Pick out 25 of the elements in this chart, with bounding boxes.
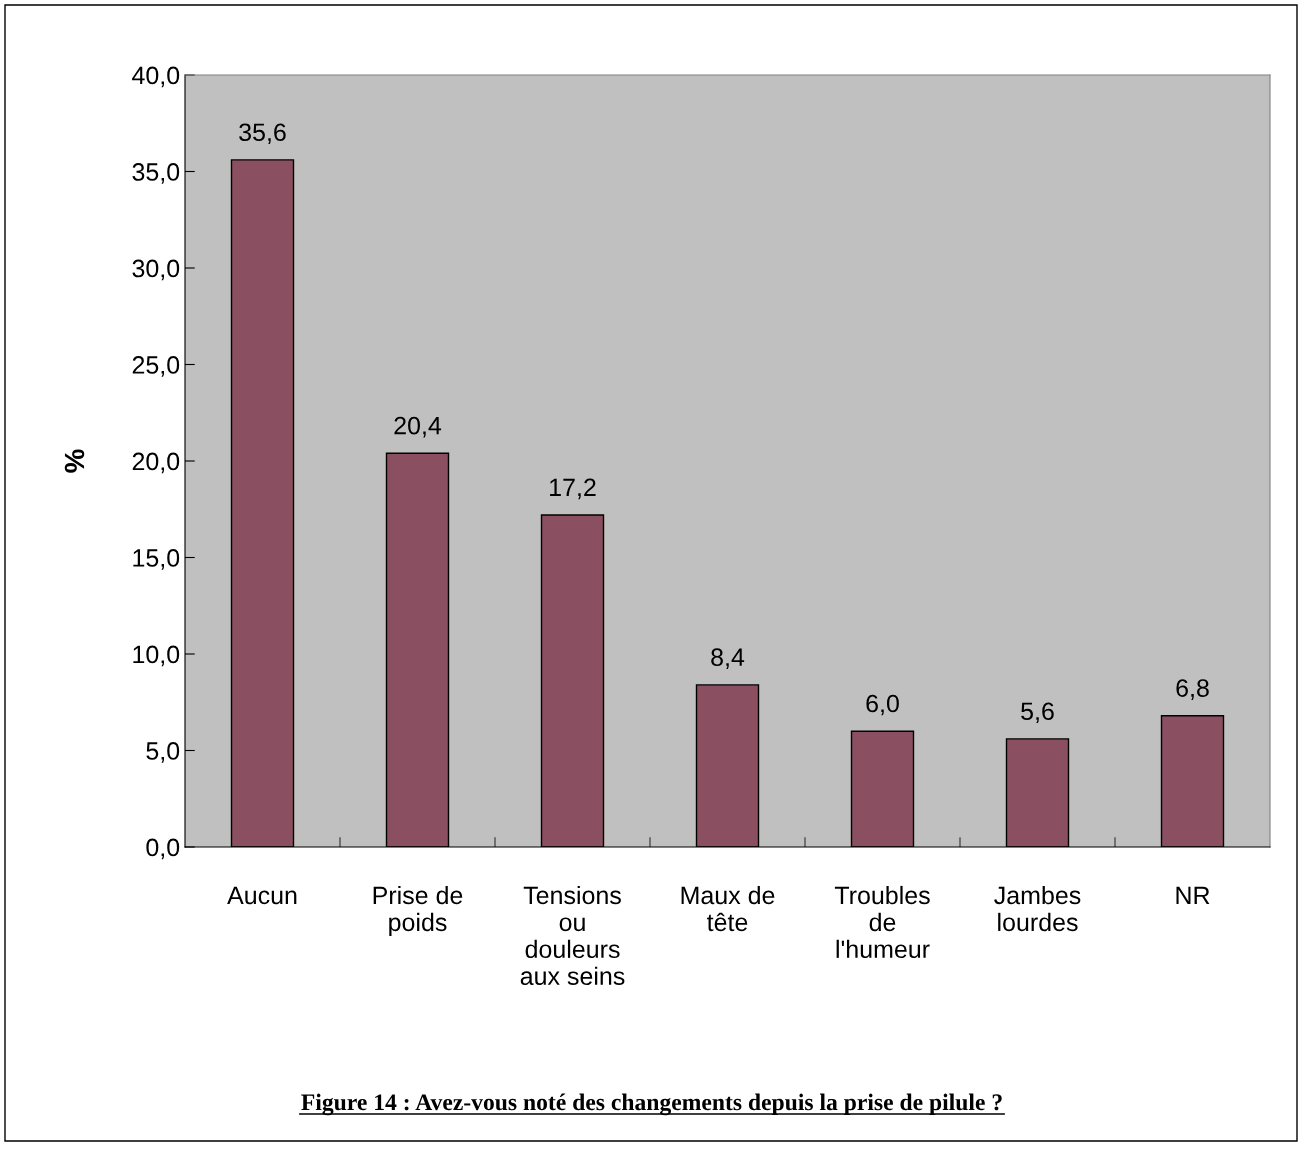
data-label: 6,8 [1176, 679, 1209, 700]
y-tick-label: 25,0 [132, 356, 180, 377]
y-tick-label: 10,0 [133, 645, 180, 667]
x-tick-label: Maux de tête [681, 885, 775, 932]
x-tick-label: Prise de poids [373, 885, 463, 937]
data-label: 5,6 [1021, 702, 1054, 724]
data-label: 6,0 [866, 694, 899, 716]
y-tick-label: 30,0 [132, 259, 180, 281]
y-tick-label: 35,0 [132, 163, 180, 184]
data-label: 20,4 [394, 416, 442, 438]
y-tick-label: 15,0 [133, 549, 180, 570]
x-tick-label: Jambes lourdes [994, 885, 1081, 932]
y-tick-label: 40,0 [132, 66, 180, 88]
x-tick-label: Tensions ou douleurs aux seins [520, 885, 625, 986]
data-label: 17,2 [550, 478, 596, 500]
y-tick-label: 0,0 [146, 838, 180, 860]
y-tick-label: 20,0 [132, 452, 180, 474]
x-tick-label: Troubles de l'humeur [834, 885, 930, 959]
x-tick-label: NR [1176, 886, 1210, 905]
y-axis-title: % [64, 449, 85, 473]
caption: Figure 14 : Avez-vous noté des changements depuis la prise de pilule ? [301, 1093, 1002, 1116]
data-label: 35,6 [239, 123, 286, 145]
data-label: 8,4 [711, 648, 745, 669]
y-tick-label: 5,0 [146, 742, 180, 763]
x-tick-label: Aucun [227, 886, 297, 905]
